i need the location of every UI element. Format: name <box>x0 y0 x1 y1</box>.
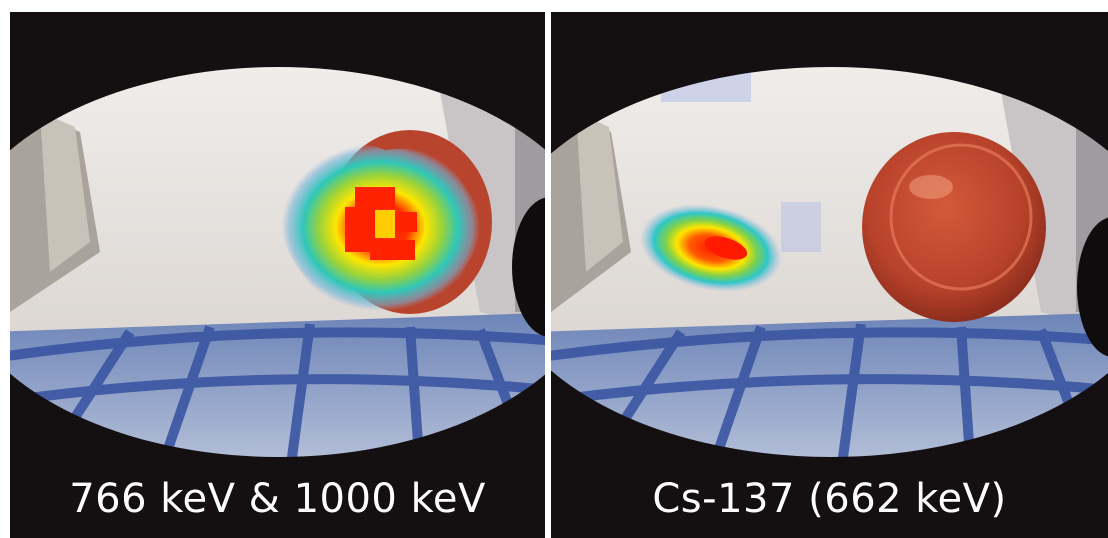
panel-divider <box>545 12 551 538</box>
right-panel: Cs-137 (662 keV) <box>551 12 1108 538</box>
left-caption: 766 keV & 1000 keV <box>69 476 486 522</box>
left-camera-view <box>10 61 545 463</box>
left-panel: 766 keV & 1000 keV <box>10 12 545 538</box>
right-camera-view <box>551 61 1108 463</box>
right-caption: Cs-137 (662 keV) <box>652 476 1007 522</box>
